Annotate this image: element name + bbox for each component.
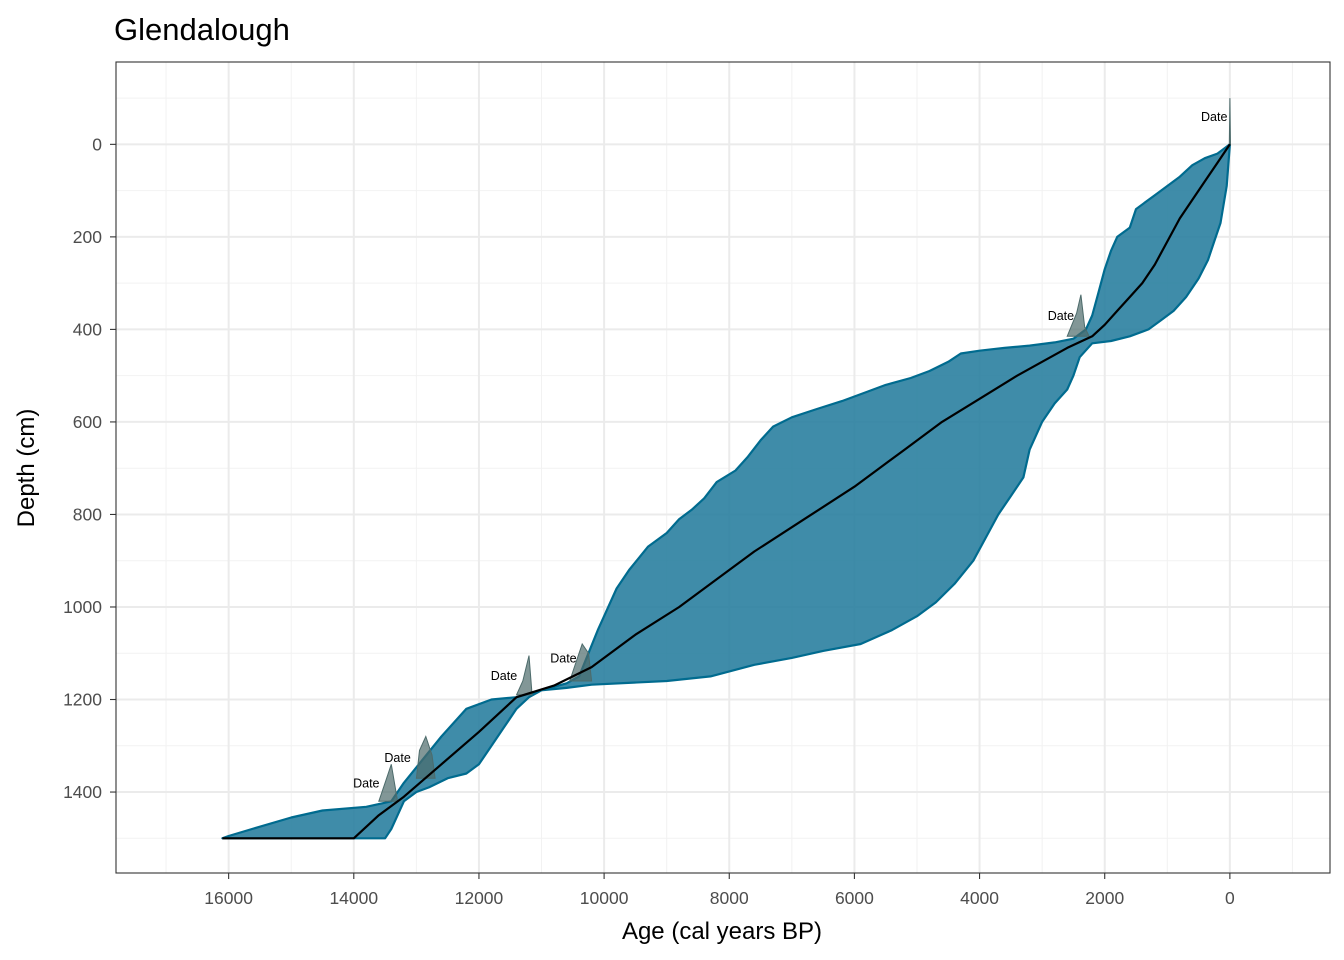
median-age-line <box>222 143 1231 840</box>
x-tick-label: 8000 <box>710 888 749 908</box>
median-line-layer <box>222 143 1231 840</box>
date-density <box>515 655 533 696</box>
x-tick-label: 12000 <box>455 888 504 908</box>
y-tick-label: 800 <box>73 504 102 524</box>
date-label: Date <box>491 669 517 683</box>
date-label: Date <box>384 751 410 765</box>
date-density <box>1228 98 1232 145</box>
x-axis-title: Age (cal years BP) <box>622 918 822 945</box>
major-grid <box>116 62 1330 873</box>
y-tick-label: 200 <box>73 227 102 247</box>
y-tick-label: 0 <box>92 134 102 154</box>
date-label: Date <box>550 652 576 666</box>
date-density <box>415 735 436 779</box>
uncertainty-band <box>221 143 1231 840</box>
date-density <box>569 642 593 682</box>
date-density <box>378 764 399 802</box>
x-tick-label: 14000 <box>329 888 378 908</box>
x-tick-label: 0 <box>1225 888 1235 908</box>
date-density <box>1066 294 1090 337</box>
x-tick-label: 6000 <box>835 888 874 908</box>
y-axis-ticks: 0 200 400 600 800 1000 1200 1400 <box>63 134 116 802</box>
date-label: Date <box>353 776 379 790</box>
uncertainty-band-layer <box>221 143 1231 840</box>
minor-grid <box>116 62 1330 873</box>
x-tick-label: 16000 <box>204 888 253 908</box>
chart-title: Glendalough <box>114 12 290 47</box>
y-tick-label: 1200 <box>63 690 102 710</box>
x-tick-label: 10000 <box>580 888 629 908</box>
date-label: Date <box>1048 309 1074 323</box>
y-tick-label: 600 <box>73 412 102 432</box>
x-tick-label: 2000 <box>1085 888 1124 908</box>
y-axis-title: Depth (cm) <box>13 409 40 528</box>
y-tick-label: 400 <box>73 319 102 339</box>
panel-border <box>115 61 1331 874</box>
x-axis-ticks: 16000 14000 12000 10000 8000 6000 4000 2000 0 <box>204 873 1235 908</box>
y-tick-label: 1000 <box>63 597 102 617</box>
date-label: Date <box>1201 110 1227 124</box>
date-label-layer: Date Date Date Date Date Date <box>353 110 1227 790</box>
x-tick-label: 4000 <box>960 888 999 908</box>
y-tick-label: 1400 <box>63 782 102 802</box>
